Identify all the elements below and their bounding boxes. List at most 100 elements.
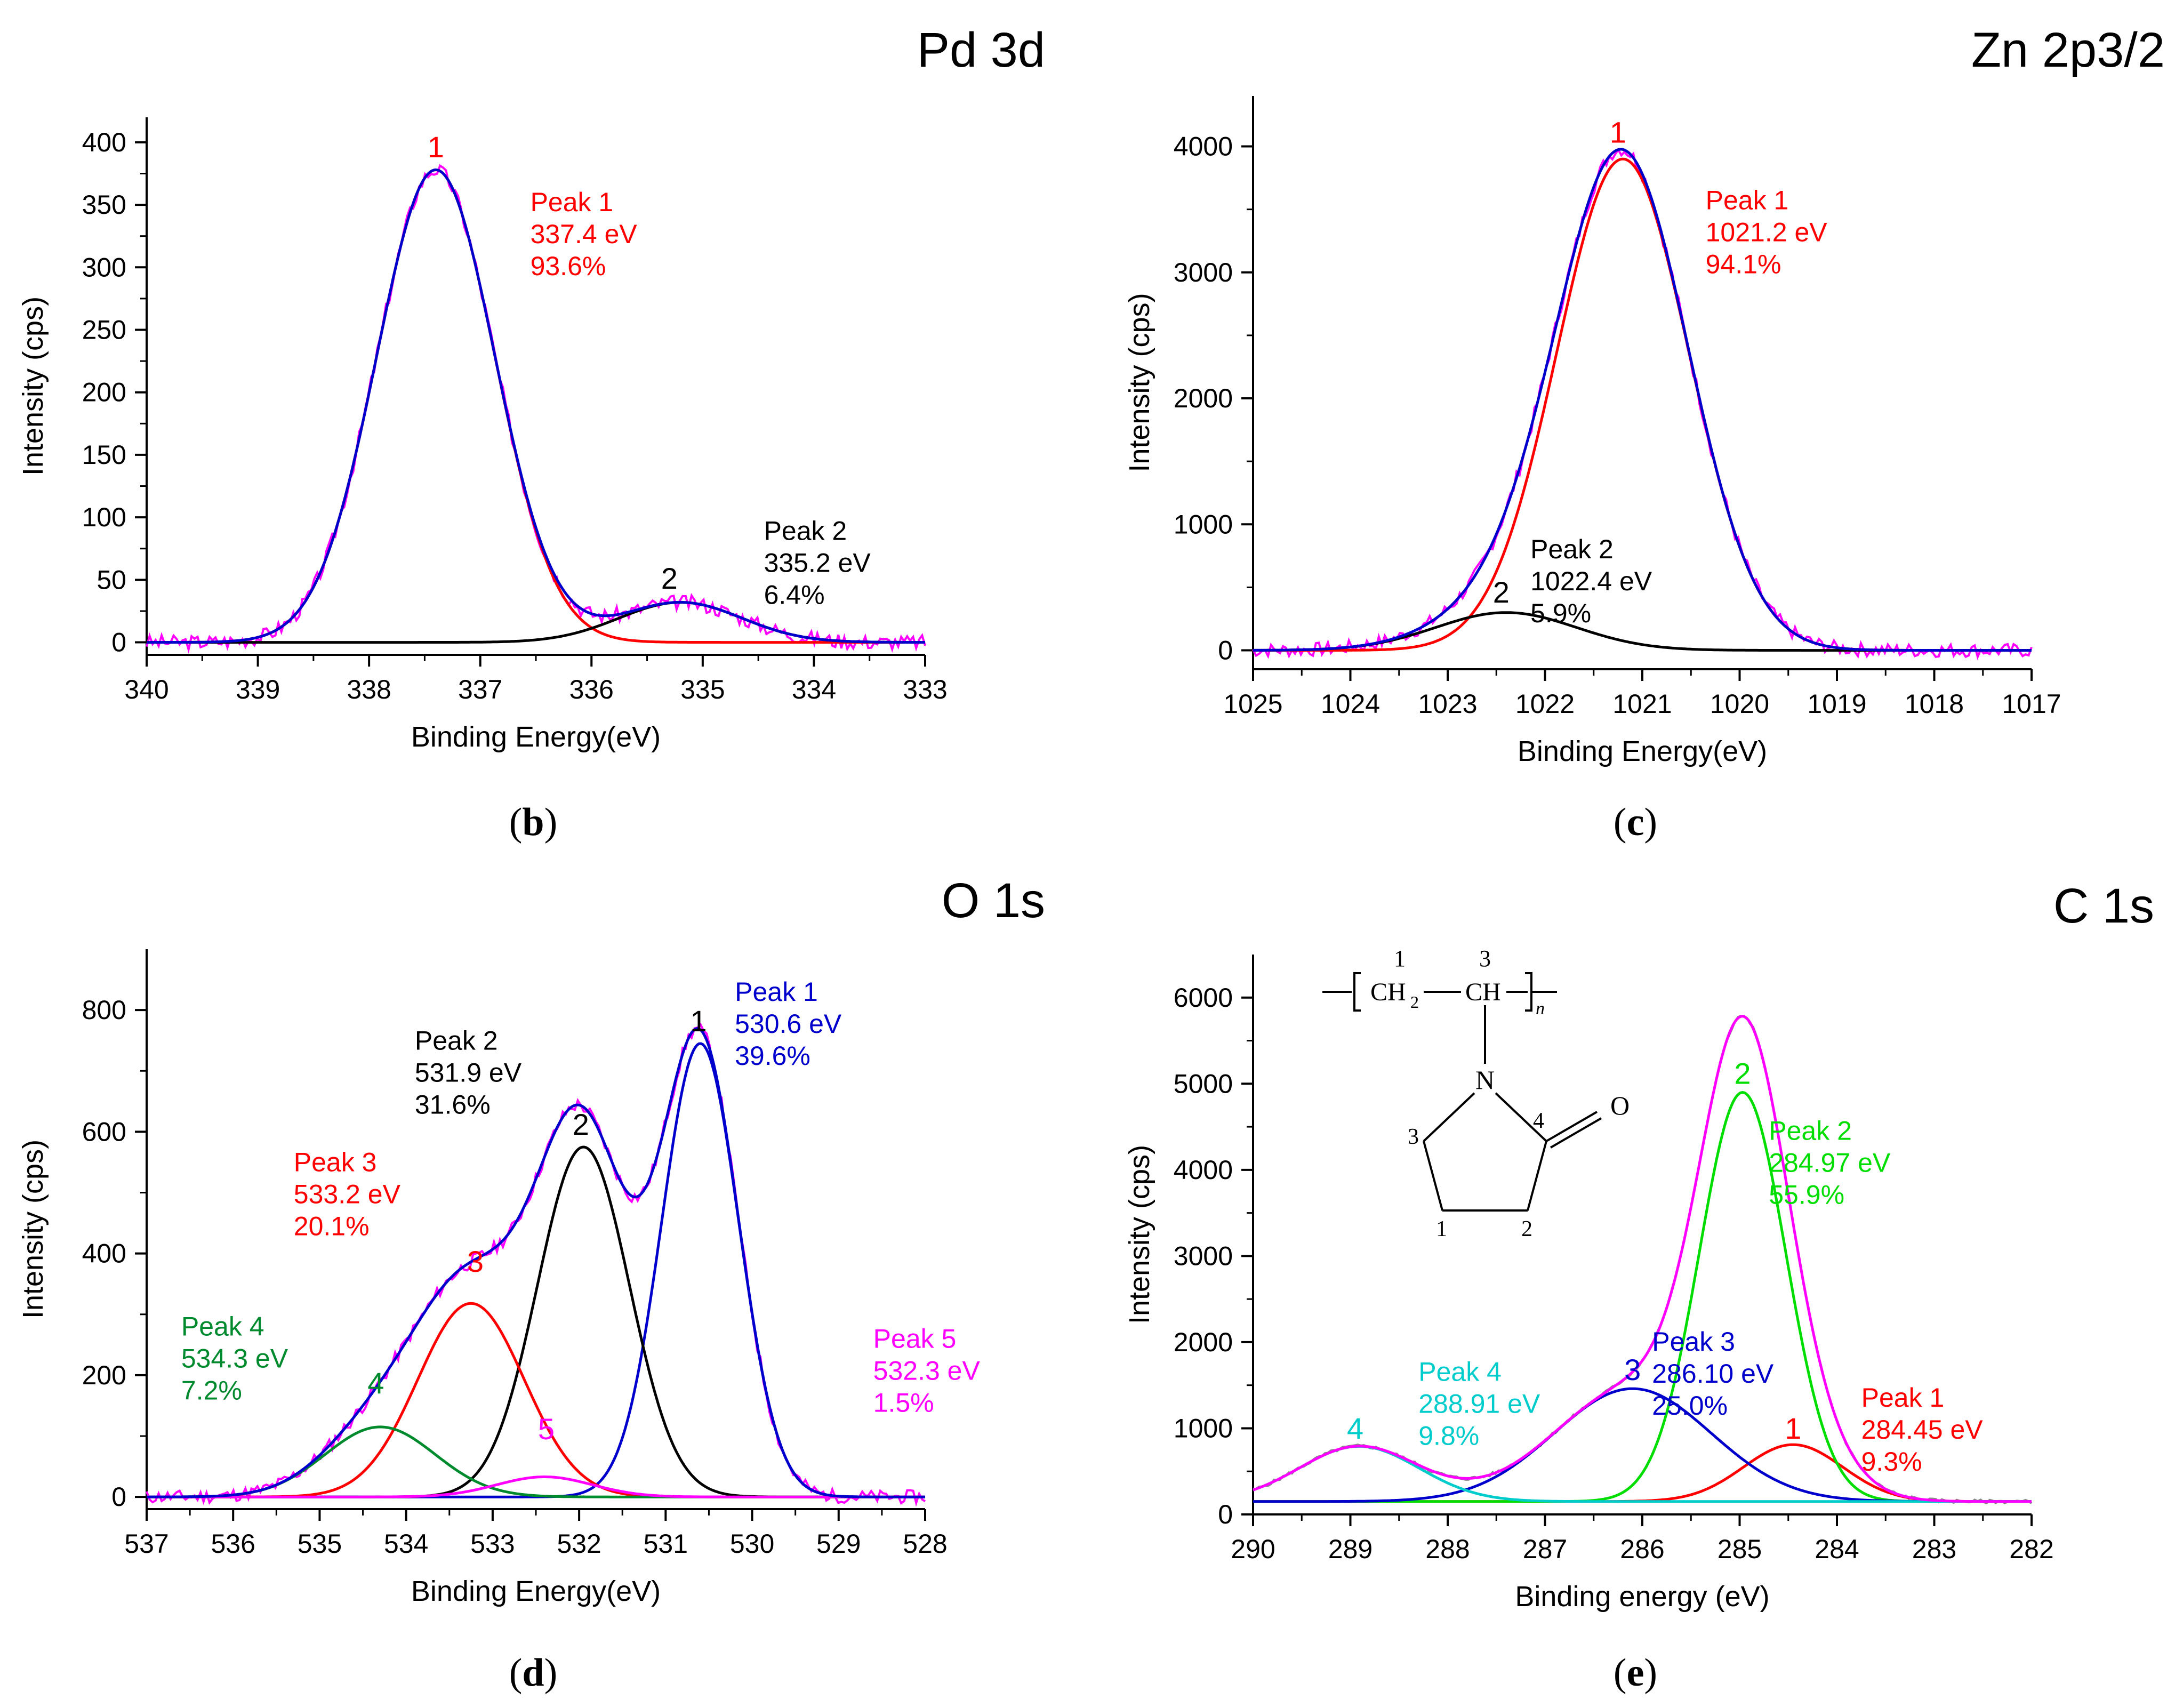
chart-d-x-tick-label: 529	[816, 1529, 861, 1559]
chart-b-x-tick-label: 338	[347, 675, 391, 704]
chart-e-y-tick-label: 0	[1218, 1499, 1233, 1529]
chart-b-y-tick-label: 250	[82, 315, 126, 345]
chart-d-series-envelope	[147, 1027, 925, 1498]
ring-bond	[1527, 1141, 1547, 1211]
chart-c-annotation: Peak 2 1022.4 eV 5.9%	[1530, 534, 1652, 628]
chart-e-annotation-line: 284.45 eV	[1861, 1415, 1984, 1445]
ch2-label: CH	[1370, 978, 1406, 1006]
chart-d-annotation: Peak 5 532.3 eV 1.5%	[873, 1324, 981, 1418]
chart-b-x-tick-label: 336	[569, 675, 614, 704]
chart-d-x-tick-label: 532	[557, 1529, 601, 1559]
panel-label-b: (b)	[509, 800, 558, 844]
chart-e-annotation: Peak 2 284.97 eV 55.9%	[1769, 1116, 1891, 1209]
chart-e-x-tick-label: 284	[1815, 1534, 1859, 1564]
chart-e-annotation: Peak 1 284.45 eV 9.3%	[1861, 1383, 1984, 1477]
chart-b-x-tick-label: 340	[124, 675, 168, 704]
chart-e-x-tick-label: 288	[1425, 1534, 1470, 1564]
chart-d-annotation-line: 7.2%	[181, 1376, 242, 1406]
chart-b-x-tick-label: 333	[903, 675, 947, 704]
chart-c-annotation-line: 1021.2 eV	[1706, 218, 1828, 247]
chart-d-annotation-line: Peak 3	[294, 1148, 377, 1177]
chart-d-annotation-line: 20.1%	[294, 1212, 370, 1241]
chart-b-y-axis-label: Intensity (cps)	[17, 296, 49, 476]
chart-e-x-tick-label: 287	[1523, 1534, 1567, 1564]
chart-c-1s: 290 289 288 287 286 285 284 283 282 0 1000 2000 3000…	[1123, 879, 2154, 1613]
ring-bond	[1423, 1092, 1475, 1142]
chart-e-x-tick-label: 290	[1231, 1534, 1275, 1564]
chart-c-y-tick-label: 0	[1218, 636, 1233, 665]
chart-b-peak-number: 2	[661, 562, 678, 595]
chart-d-x-tick-label: 534	[384, 1529, 428, 1559]
carbonyl-bond	[1550, 1117, 1602, 1149]
chart-d-y-axis-label: Intensity (cps)	[17, 1140, 49, 1319]
ch2-subscript: 2	[1410, 992, 1419, 1012]
chart-c-annotation-line: Peak 2	[1530, 534, 1614, 564]
chart-b-y-tick-label: 400	[82, 127, 126, 157]
chart-c-x-tick-label: 1025	[1223, 689, 1282, 719]
chart-b-series-envelope	[147, 168, 925, 644]
chart-e-series-envelope	[1253, 1015, 2032, 1503]
chart-c-x-tick-label: 1017	[2002, 689, 2061, 719]
chart-c-y-tick-label: 2000	[1174, 383, 1233, 413]
chart-b-x-axis-label: Binding Energy(eV)	[411, 721, 661, 753]
chart-b-peak-number: 1	[428, 130, 444, 164]
chart-b-x-tick-label: 335	[680, 675, 725, 704]
chart-d-y-tick-label: 0	[111, 1482, 126, 1512]
chart-d-x-tick-label: 530	[730, 1529, 774, 1559]
chart-d-peak-number: 2	[573, 1108, 589, 1141]
ch-label: CH	[1465, 978, 1501, 1006]
chart-d-annotation-line: 533.2 eV	[294, 1180, 401, 1209]
chart-d-annotation: Peak 1 530.6 eV 39.6%	[735, 977, 842, 1071]
chart-b-annotation-line: Peak 2	[764, 516, 847, 546]
chart-e-annotation-line: Peak 4	[1418, 1357, 1502, 1387]
carbonyl-bond	[1545, 1111, 1598, 1142]
chart-b-x-tick-label: 337	[458, 675, 502, 704]
chart-e-peak-number: 1	[1785, 1412, 1801, 1445]
chart-e-annotation-line: 284.97 eV	[1769, 1148, 1891, 1177]
chart-d-y-tick-label: 600	[82, 1117, 126, 1146]
chart-c-x-tick-label: 1018	[1905, 689, 1964, 719]
chart-b-annotation: Peak 1 337.4 eV 93.6%	[531, 187, 638, 281]
chart-e-annotation: Peak 3 286.10 eV 25.0%	[1652, 1327, 1774, 1421]
nitrogen-atom: N	[1475, 1065, 1495, 1095]
chart-c-x-tick-label: 1021	[1612, 689, 1672, 719]
chart-c-series-envelope	[1253, 148, 2032, 652]
chart-d-x-tick-label: 537	[124, 1529, 168, 1559]
chart-e-y-tick-label: 6000	[1174, 983, 1233, 1013]
chart-c-annotation-line: 94.1%	[1706, 250, 1781, 279]
chart-e-x-tick-label: 285	[1717, 1534, 1762, 1564]
chart-b-annotation-line: Peak 1	[531, 187, 614, 217]
chart-e-annotation-line: 286.10 eV	[1652, 1359, 1774, 1389]
chart-e-x-tick-label: 289	[1328, 1534, 1373, 1564]
chart-b-y-tick-label: 0	[111, 628, 126, 657]
chart-e-peak-number: 4	[1347, 1412, 1363, 1445]
chart-c-x-tick-label: 1020	[1710, 689, 1769, 719]
chart-d-annotation-line: Peak 2	[415, 1025, 498, 1055]
chart-d-annotation: Peak 2 531.9 eV 31.6%	[415, 1025, 522, 1119]
chart-d-x-tick-label: 533	[470, 1529, 515, 1559]
chart-c-x-axis-label: Binding Energy(eV)	[1518, 735, 1767, 767]
chart-e-x-tick-label: 282	[2009, 1534, 2053, 1564]
chart-e-annotation-line: Peak 2	[1769, 1116, 1852, 1145]
chart-d-annotation-line: Peak 4	[181, 1312, 264, 1342]
chart-b-x-tick-label: 339	[236, 675, 280, 704]
chart-e-y-tick-label: 4000	[1174, 1155, 1233, 1185]
chart-d-peak-number: 5	[538, 1412, 555, 1446]
chart-d-title: O 1s	[942, 873, 1045, 928]
chart-b-x-tick-label: 334	[792, 675, 836, 704]
chart-d-series-peak-1-fit	[147, 1042, 925, 1498]
chart-c-x-tick-label: 1023	[1418, 689, 1477, 719]
chart-e-annotation-line: Peak 1	[1861, 1383, 1945, 1413]
chart-d-annotation-line: 531.9 eV	[415, 1057, 522, 1087]
chart-b-y-tick-label: 300	[82, 252, 126, 282]
chart-e-annotation-line: 288.91 eV	[1418, 1389, 1540, 1419]
chart-c-y-tick-label: 1000	[1174, 509, 1233, 539]
chart-d-annotation-line: Peak 1	[735, 977, 818, 1007]
chart-d-annotation-line: 532.3 eV	[873, 1356, 981, 1386]
chart-b-annotation-line: 337.4 eV	[531, 219, 638, 249]
chart-c-peak-number: 2	[1493, 575, 1510, 609]
chart-b-y-tick-label: 150	[82, 440, 126, 470]
chart-e-annotation-line: 9.3%	[1861, 1447, 1922, 1477]
chart-d-y-tick-label: 800	[82, 995, 126, 1025]
chart-d-y-tick-label: 400	[82, 1239, 126, 1269]
